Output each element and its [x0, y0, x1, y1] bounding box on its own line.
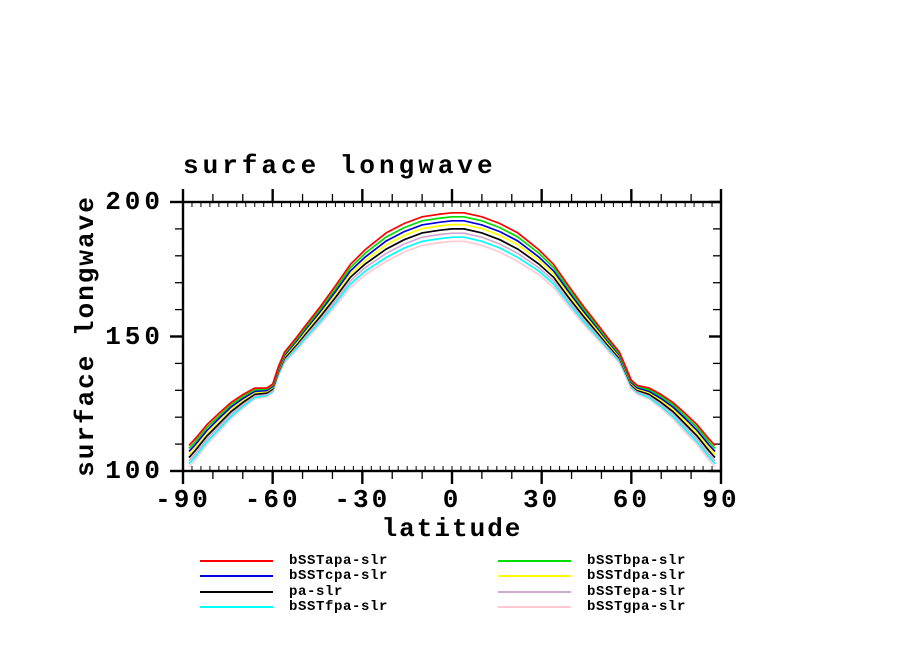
legend-item: bSSTdpa-slr: [498, 569, 686, 585]
legend-item-label: bSSTepa-slr: [587, 583, 687, 600]
series-line-bSSTdpa-slr: [188, 223, 716, 455]
series-line-pa-slr: [188, 228, 716, 459]
y-tick-label: 100: [105, 456, 164, 486]
legend-line-swatch: [200, 575, 273, 578]
x-tick-label: -90: [155, 485, 211, 515]
x-tick-label: 90: [702, 485, 740, 515]
x-tick-label: 30: [523, 485, 561, 515]
chart-title: surface longwave: [183, 151, 497, 181]
legend-column: bSSTbpa-slr bSSTdpa-slr bSSTepa-slr bSSTgpa…: [498, 553, 686, 615]
legend-item: bSSTbpa-slr: [498, 553, 686, 569]
legend-item: bSSTfpa-slr: [200, 600, 388, 616]
legend-line-swatch: [498, 590, 571, 593]
legend-item-label: bSSTfpa-slr: [289, 599, 389, 616]
legend-item-label: bSSTcpa-slr: [289, 568, 389, 585]
legend-line-swatch: [498, 559, 571, 562]
plot-frame: [181, 200, 723, 473]
x-axis-title: latitude: [381, 514, 523, 544]
legend-item: bSSTcpa-slr: [200, 569, 388, 585]
legend-item-label: bSSTgpa-slr: [587, 599, 687, 616]
legend-item: pa-slr: [200, 584, 388, 600]
x-tick-label: -30: [334, 485, 391, 515]
legend-item: bSSTepa-slr: [498, 584, 686, 600]
x-tick-label: 60: [612, 485, 650, 515]
series-line-bSSTgpa-slr: [188, 240, 716, 468]
legend-item: bSSTgpa-slr: [498, 600, 686, 616]
legend-line-swatch: [200, 606, 273, 609]
series-line-bSSTapa-slr: [188, 211, 716, 446]
y-tick-label: 200: [105, 187, 164, 217]
legend-item-label: pa-slr: [289, 583, 344, 600]
legend-item-label: bSSTbpa-slr: [587, 552, 687, 569]
legend-line-swatch: [498, 575, 571, 578]
y-tick-label: 150: [105, 321, 164, 352]
legend-line-swatch: [200, 590, 273, 593]
legend-line-swatch: [200, 559, 273, 562]
legend-column: bSSTapa-slr bSSTcpa-slr pa-slr bSSTfpa-slr: [200, 553, 388, 615]
legend-item-label: bSSTapa-slr: [289, 552, 389, 569]
series-line-bSSTfpa-slr: [188, 236, 716, 465]
x-tick-label: 0: [442, 485, 462, 515]
series-line-bSSTepa-slr: [188, 232, 716, 462]
legend-item-label: bSSTdpa-slr: [587, 568, 687, 585]
series-line-bSSTcpa-slr: [188, 219, 716, 452]
legend-line-swatch: [498, 606, 571, 609]
legend-item: bSSTapa-slr: [200, 553, 388, 569]
x-tick-label: -60: [244, 485, 301, 515]
series-line-bSSTbpa-slr: [188, 215, 716, 449]
